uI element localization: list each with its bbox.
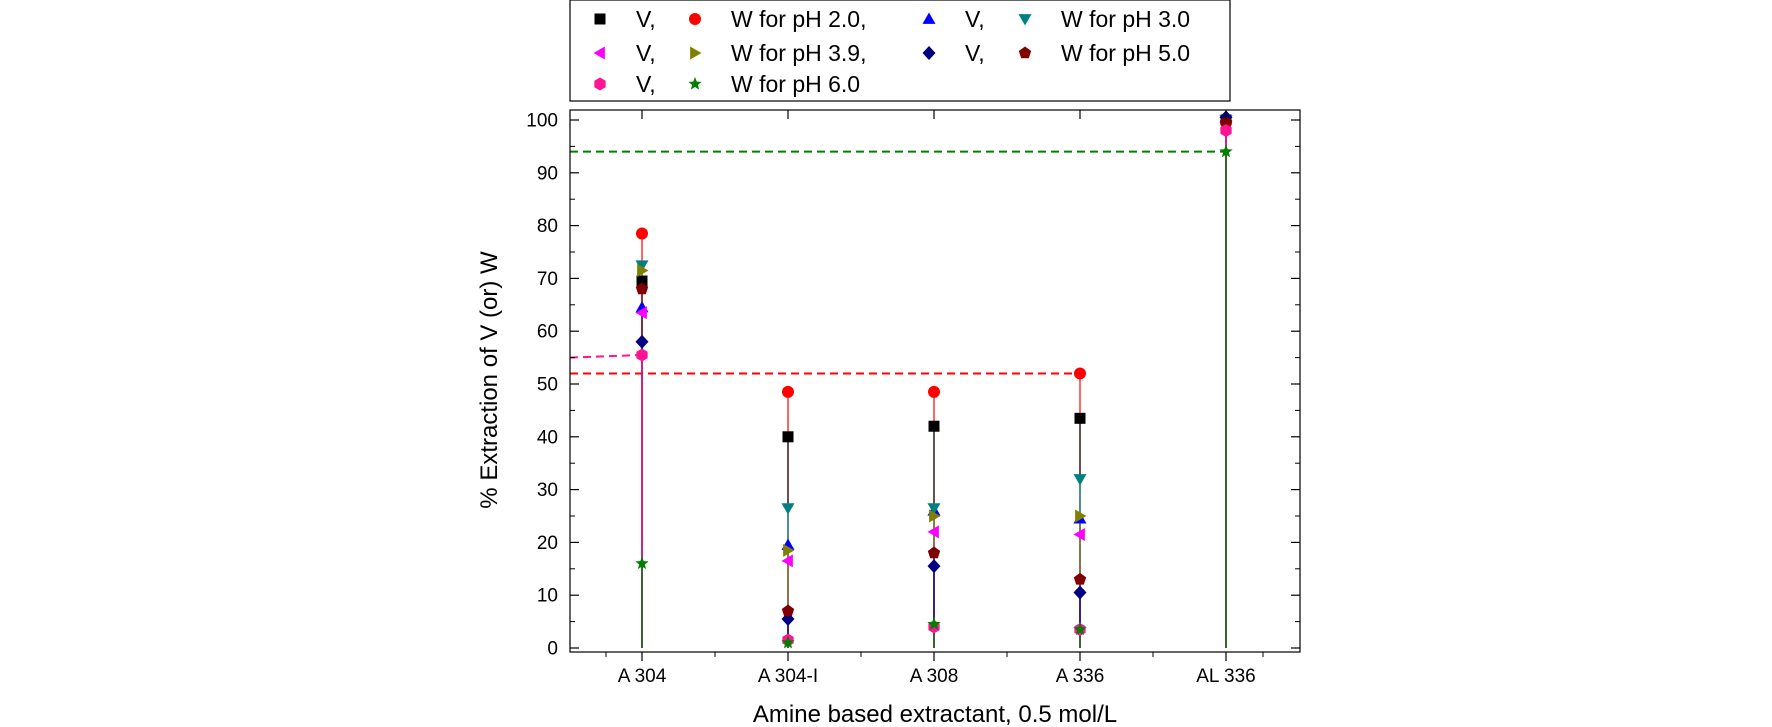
axes: % Extraction of V (or) W Amine based ext… xyxy=(476,109,1301,727)
plot-frame xyxy=(569,109,1301,653)
marker-v_ph39 xyxy=(781,554,793,568)
legend-label-w_ph30: W for pH 3.0 xyxy=(1061,6,1190,32)
y-tick-label: 10 xyxy=(537,586,558,607)
x-tick-label: A 304-I xyxy=(758,666,818,687)
y-tick-label: 0 xyxy=(547,639,558,660)
y-tick-label: 40 xyxy=(537,427,558,448)
legend: V, W for pH 2.0, V, W for pH 3.0 V, W for pH … xyxy=(569,0,1231,102)
legend-marker-w_ph39 xyxy=(690,46,702,60)
y-tick-label: 90 xyxy=(537,163,558,184)
y-tick-label: 100 xyxy=(526,111,558,132)
ref-line-magenta-dashed xyxy=(569,353,643,359)
legend-label-w_ph20: W for pH 2.0, xyxy=(731,6,866,32)
y-tick-label: 30 xyxy=(537,480,558,501)
legend-marker-v_ph39 xyxy=(593,46,605,60)
marker-v_ph39 xyxy=(1073,527,1085,541)
marker-w_ph39 xyxy=(783,543,795,557)
marker-v_ph60 xyxy=(636,348,648,362)
legend-label-v_ph20: V, xyxy=(636,6,656,32)
marker-v_ph50 xyxy=(927,559,941,574)
legend-marker-v_ph50 xyxy=(922,46,936,60)
marker-w_ph30 xyxy=(781,503,795,515)
marker-w_ph30 xyxy=(1073,474,1087,486)
legend-marker-v_ph20 xyxy=(594,13,606,25)
marker-w_ph39 xyxy=(637,263,649,277)
marker-v_ph60 xyxy=(1220,124,1232,138)
y-tick-label: 20 xyxy=(537,533,558,554)
marker-w_ph60 xyxy=(635,556,649,570)
marker-w_ph20 xyxy=(928,385,940,398)
x-tick-label: AL 336 xyxy=(1196,666,1256,687)
marker-w_ph50 xyxy=(1073,572,1087,585)
marker-v_ph20 xyxy=(782,431,794,443)
marker-v_ph39 xyxy=(927,525,939,539)
legend-marker-w_ph60 xyxy=(688,77,702,90)
marker-w_ph39 xyxy=(1075,509,1087,523)
marker-v_ph39 xyxy=(635,306,647,320)
y-axis-label: % Extraction of V (or) W xyxy=(476,251,503,509)
marker-w_ph50 xyxy=(781,604,795,617)
markers xyxy=(635,110,1233,649)
marker-w_ph60 xyxy=(781,635,795,649)
legend-label-v_ph30: V, xyxy=(965,6,985,32)
marker-w_ph50 xyxy=(927,546,941,559)
reference-lines xyxy=(569,150,1226,375)
marker-v_ph50 xyxy=(1073,585,1087,600)
legend-marker-v_ph60 xyxy=(594,77,606,91)
marker-w_ph20 xyxy=(1074,367,1086,380)
marker-w_ph60 xyxy=(1219,144,1233,158)
marker-w_ph50 xyxy=(1219,116,1233,128)
legend-label-w_ph60: W for pH 6.0 xyxy=(731,71,860,97)
marker-v_ph20 xyxy=(928,420,940,432)
legend-box xyxy=(569,0,1231,102)
x-tick-label: A 308 xyxy=(910,666,959,687)
legend-label-w_ph39: W for pH 3.9, xyxy=(731,40,866,66)
marker-w_ph60 xyxy=(927,617,941,630)
marker-v_ph20 xyxy=(636,275,648,287)
marker-w_ph30 xyxy=(927,503,941,515)
y-tick-label: 60 xyxy=(537,322,558,343)
legend-label-v_ph50: V, xyxy=(965,40,985,66)
x-axis-label: Amine based extractant, 0.5 mol/L xyxy=(753,701,1117,727)
marker-w_ph39 xyxy=(929,509,941,523)
marker-v_ph50 xyxy=(635,334,649,349)
legend-marker-w_ph20 xyxy=(689,13,701,25)
marker-w_ph30 xyxy=(635,260,649,272)
marker-v_ph20 xyxy=(1074,412,1086,424)
legend-marker-v_ph30 xyxy=(922,12,936,24)
x-tick-label: A 304 xyxy=(618,666,667,687)
x-tick-label: A 336 xyxy=(1056,666,1105,687)
marker-w_ph60 xyxy=(1073,622,1087,636)
marker-w_ph50 xyxy=(635,282,649,295)
legend-label-v_ph60: V, xyxy=(636,71,656,97)
legend-marker-w_ph30 xyxy=(1018,14,1032,26)
y-tick-label: 70 xyxy=(537,269,558,290)
y-tick-label: 80 xyxy=(537,216,558,237)
marker-w_ph20 xyxy=(636,227,648,240)
legend-marker-w_ph50 xyxy=(1018,46,1032,59)
legend-label-v_ph39: V, xyxy=(636,40,656,66)
legend-label-w_ph50: W for pH 5.0 xyxy=(1061,40,1190,66)
y-tick-label: 50 xyxy=(537,375,558,396)
marker-w_ph20 xyxy=(782,385,794,398)
